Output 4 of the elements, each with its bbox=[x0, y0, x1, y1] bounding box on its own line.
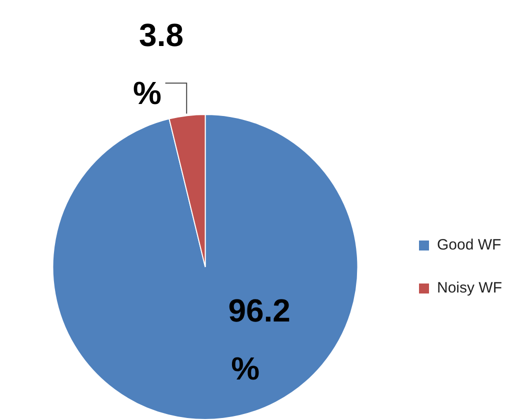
legend-label: Noisy WF bbox=[437, 280, 502, 297]
data-label: 96.2% bbox=[228, 292, 290, 387]
data-label: 3.8% bbox=[133, 16, 184, 111]
legend-label: Good WF bbox=[437, 236, 502, 254]
